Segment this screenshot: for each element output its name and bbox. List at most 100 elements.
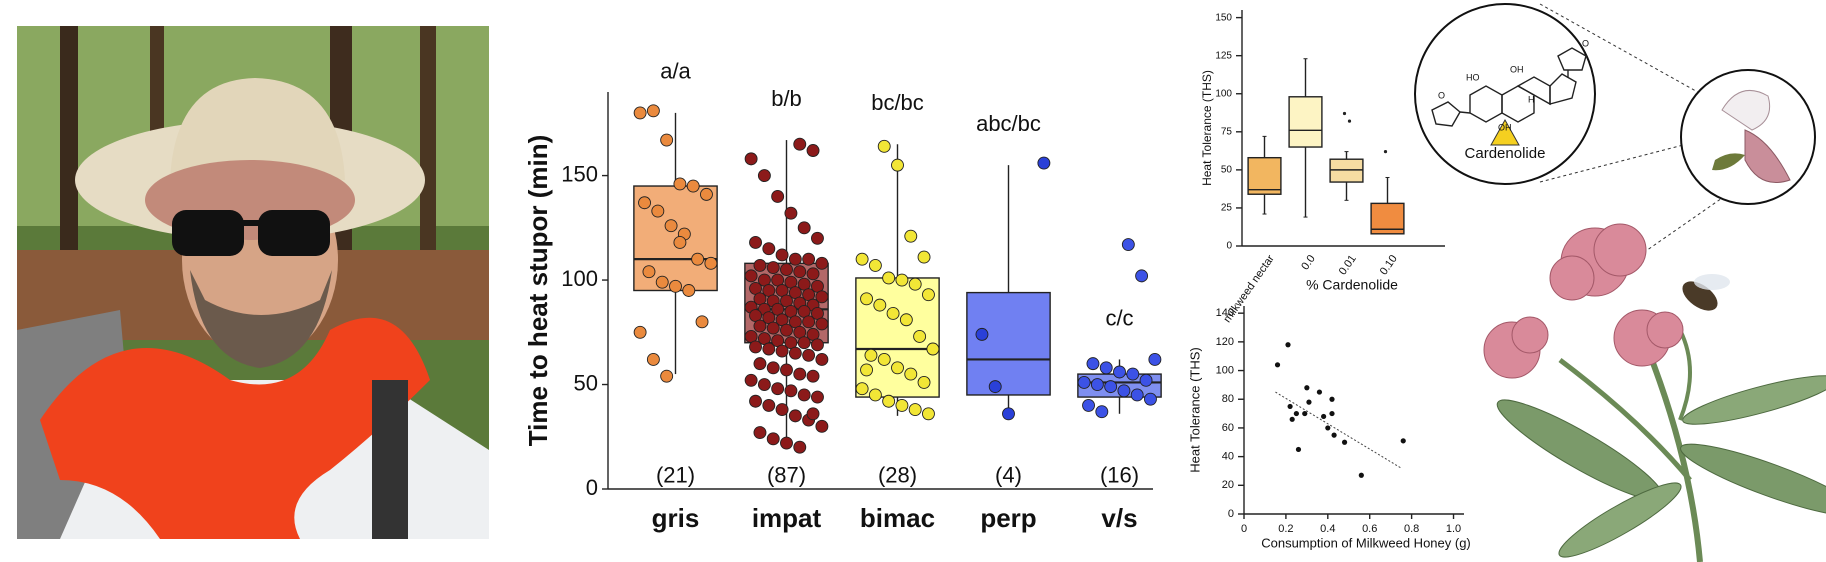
data-point — [1121, 238, 1135, 251]
y-tick-label: 150 — [1215, 12, 1232, 23]
data-point — [1117, 384, 1131, 398]
data-point — [904, 367, 918, 381]
data-point — [766, 432, 780, 446]
data-point — [660, 133, 674, 147]
data-point — [882, 394, 896, 408]
data-point — [1082, 398, 1095, 412]
y-tick-label: 60 — [1222, 422, 1234, 434]
y-tick-label: 25 — [1221, 203, 1233, 214]
data-point — [1099, 361, 1113, 375]
data-point — [1325, 425, 1331, 431]
group-letters: abc/bc — [976, 111, 1041, 136]
y-tick-label: 150 — [561, 161, 598, 186]
data-point — [1329, 410, 1335, 417]
category-label: bimac — [860, 503, 935, 533]
data-point — [1144, 392, 1157, 406]
molecule-label: OH — [1498, 122, 1512, 132]
data-point — [797, 221, 811, 235]
data-point — [899, 313, 913, 327]
molecule-label: O — [1438, 90, 1445, 100]
data-point — [917, 375, 931, 389]
category-label: perp — [980, 503, 1036, 533]
data-point — [1306, 399, 1312, 405]
data-point — [922, 288, 935, 302]
data-point — [757, 378, 771, 391]
data-point — [766, 361, 780, 375]
count-label: (4) — [995, 462, 1022, 487]
data-point — [753, 357, 767, 371]
data-point — [749, 235, 762, 249]
data-point — [1090, 378, 1104, 391]
data-point — [1285, 342, 1291, 348]
data-point — [753, 319, 767, 333]
data-point — [1302, 410, 1308, 417]
group-letters: b/b — [771, 86, 802, 111]
flier — [1342, 111, 1347, 116]
data-point — [855, 252, 869, 266]
data-point — [811, 231, 824, 245]
data-point — [704, 256, 718, 270]
data-point — [1113, 365, 1126, 379]
data-point — [1293, 410, 1299, 417]
data-point — [762, 242, 776, 256]
data-point — [1095, 405, 1109, 419]
data-point — [633, 106, 647, 120]
data-point — [802, 315, 816, 329]
data-point — [806, 369, 820, 383]
data-point — [797, 336, 811, 350]
data-point — [660, 369, 674, 383]
x-tick-label: 0.2 — [1278, 523, 1293, 535]
data-point — [788, 409, 802, 423]
category-label: gris — [652, 503, 700, 533]
data-point — [1086, 357, 1100, 371]
x-tick-label: 0.8 — [1404, 523, 1419, 535]
box — [966, 291, 1051, 396]
data-point — [775, 248, 789, 262]
data-point — [1130, 388, 1144, 402]
data-point — [868, 388, 882, 402]
data-point — [815, 256, 829, 270]
data-point — [655, 275, 669, 289]
portrait-photo — [17, 26, 489, 539]
y-tick-label: 120 — [1216, 336, 1234, 348]
data-point — [780, 263, 793, 277]
data-point — [815, 353, 829, 366]
data-point — [682, 284, 696, 297]
data-point — [757, 169, 771, 183]
data-point — [815, 290, 829, 304]
data-point — [1358, 472, 1364, 478]
y-tick-label: 40 — [1222, 451, 1234, 463]
data-point — [873, 298, 887, 312]
data-point — [895, 398, 909, 412]
y-tick-label: 100 — [561, 266, 598, 291]
data-point — [788, 346, 802, 360]
y-tick-label: 50 — [574, 370, 598, 395]
count-label: (16) — [1100, 462, 1139, 487]
molecule-label: O — [1582, 38, 1589, 48]
y-tick-label: 20 — [1222, 479, 1234, 491]
data-point — [886, 307, 900, 320]
data-point — [1316, 389, 1323, 395]
data-point — [762, 398, 776, 412]
data-point — [651, 204, 665, 218]
data-point — [638, 196, 651, 210]
y-axis-label: Heat Tolerance (THS) — [1200, 70, 1214, 186]
data-point — [780, 363, 793, 377]
data-point — [1148, 353, 1162, 366]
data-point — [908, 277, 922, 291]
data-point — [784, 206, 798, 220]
molecule-label: HO — [1466, 72, 1480, 82]
data-point — [882, 271, 896, 285]
data-point — [686, 179, 700, 193]
group-letters: c/c — [1105, 305, 1133, 330]
data-point — [975, 327, 989, 341]
x-axis-label: Consumption of Milkweed Honey (g) — [1261, 535, 1471, 550]
data-point — [904, 229, 918, 243]
data-point — [922, 407, 935, 421]
data-point — [793, 265, 807, 279]
y-tick-label: 80 — [1222, 393, 1234, 405]
data-point — [877, 353, 891, 366]
data-point — [771, 382, 785, 396]
data-point — [753, 258, 767, 272]
